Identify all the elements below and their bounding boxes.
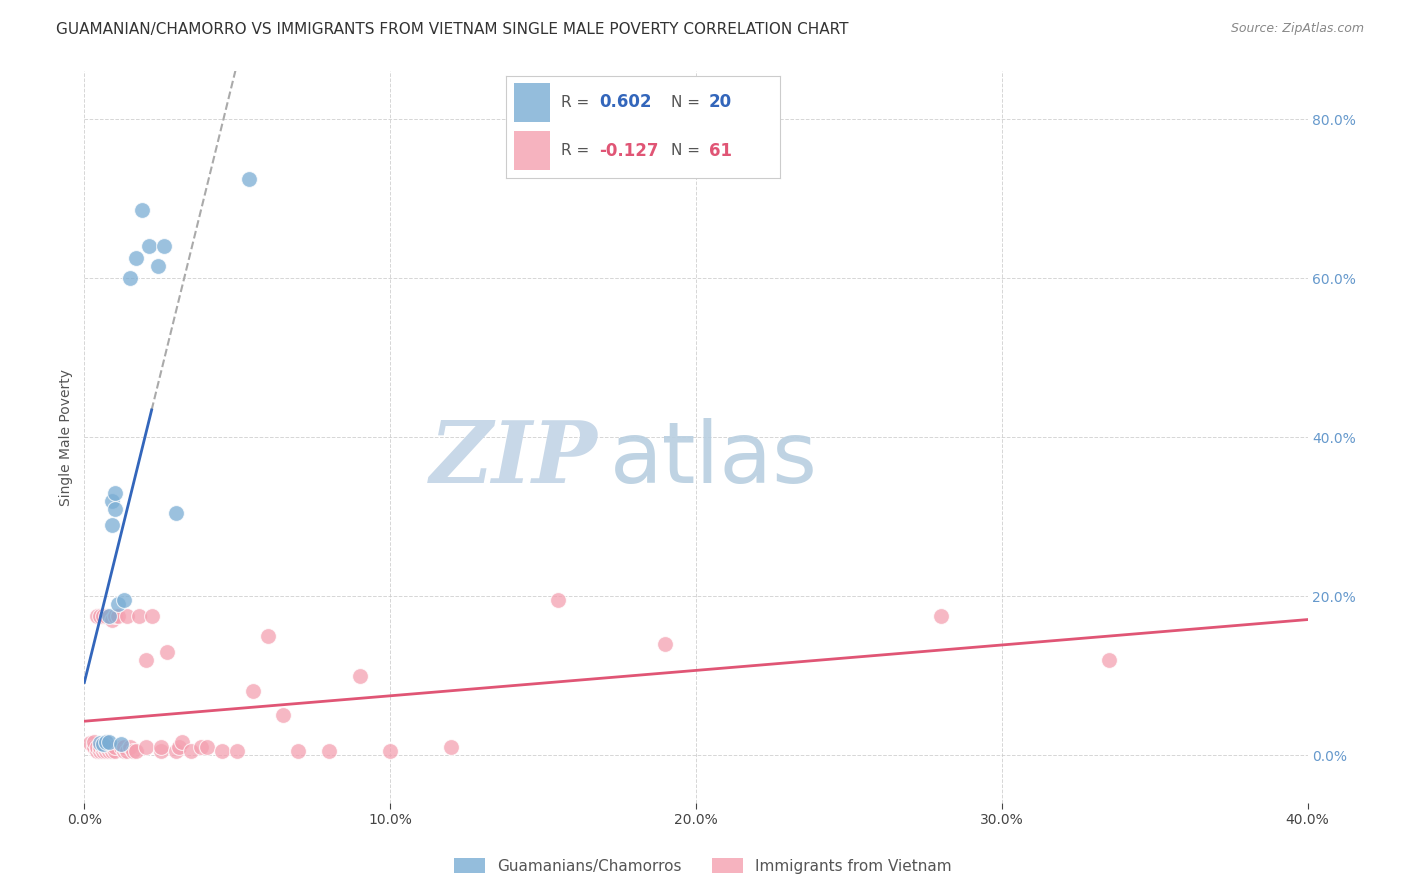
- Point: [86, 609, 108, 624]
- Point: [547, 593, 569, 607]
- Text: R =: R =: [561, 95, 595, 110]
- Point: [97, 609, 120, 624]
- Point: [91, 736, 114, 750]
- Point: [165, 744, 187, 758]
- Point: [89, 740, 111, 755]
- Point: [107, 597, 129, 611]
- Text: -0.127: -0.127: [599, 142, 659, 160]
- Point: [86, 740, 108, 755]
- Legend: Guamanians/Chamorros, Immigrants from Vietnam: Guamanians/Chamorros, Immigrants from Vi…: [449, 852, 957, 880]
- Point: [149, 740, 172, 755]
- Point: [125, 251, 148, 265]
- Text: 61: 61: [709, 142, 733, 160]
- Point: [135, 653, 157, 667]
- Point: [153, 239, 176, 253]
- Point: [128, 609, 150, 624]
- Point: [380, 744, 402, 758]
- Text: atlas: atlas: [610, 417, 818, 500]
- Point: [83, 735, 105, 749]
- Point: [165, 506, 187, 520]
- Point: [101, 744, 124, 758]
- Point: [135, 740, 157, 755]
- Bar: [515, 83, 550, 122]
- Point: [91, 744, 114, 758]
- Point: [89, 744, 111, 758]
- Point: [146, 259, 169, 273]
- Point: [91, 740, 114, 755]
- Point: [91, 737, 114, 751]
- Point: [242, 684, 264, 698]
- Point: [101, 613, 124, 627]
- Point: [91, 609, 114, 624]
- Point: [120, 740, 142, 755]
- Bar: [515, 131, 550, 170]
- Point: [101, 740, 124, 755]
- Point: [149, 744, 172, 758]
- Point: [349, 668, 371, 682]
- Point: [110, 740, 132, 755]
- Point: [167, 740, 190, 755]
- Point: [101, 493, 124, 508]
- Point: [89, 736, 111, 750]
- Text: Source: ZipAtlas.com: Source: ZipAtlas.com: [1230, 22, 1364, 36]
- Point: [107, 609, 129, 624]
- Point: [104, 609, 127, 624]
- Point: [89, 609, 111, 624]
- Point: [94, 744, 117, 758]
- Point: [180, 744, 202, 758]
- Point: [112, 744, 135, 758]
- Point: [271, 708, 294, 723]
- Point: [156, 645, 179, 659]
- Point: [318, 744, 340, 758]
- Text: 20: 20: [709, 94, 733, 112]
- Text: N =: N =: [671, 95, 704, 110]
- Point: [141, 609, 163, 624]
- Point: [654, 637, 676, 651]
- Text: GUAMANIAN/CHAMORRO VS IMMIGRANTS FROM VIETNAM SINGLE MALE POVERTY CORRELATION CH: GUAMANIAN/CHAMORRO VS IMMIGRANTS FROM VI…: [56, 22, 849, 37]
- Point: [115, 609, 138, 624]
- Point: [104, 744, 127, 758]
- Point: [120, 271, 142, 285]
- Point: [104, 740, 127, 755]
- Point: [101, 517, 124, 532]
- Point: [138, 239, 160, 253]
- Point: [94, 609, 117, 624]
- Point: [97, 744, 120, 758]
- Point: [287, 744, 309, 758]
- Point: [190, 740, 212, 755]
- Point: [440, 740, 463, 755]
- Point: [112, 593, 135, 607]
- Text: ZIP: ZIP: [430, 417, 598, 500]
- Point: [131, 203, 153, 218]
- Point: [195, 740, 218, 755]
- Point: [257, 629, 280, 643]
- Point: [94, 735, 117, 749]
- Point: [83, 740, 105, 755]
- Text: N =: N =: [671, 144, 704, 158]
- Y-axis label: Single Male Poverty: Single Male Poverty: [59, 368, 73, 506]
- Text: 0.602: 0.602: [599, 94, 652, 112]
- Point: [94, 735, 117, 749]
- Point: [238, 171, 260, 186]
- Point: [172, 735, 194, 749]
- Point: [104, 485, 127, 500]
- Point: [125, 744, 148, 758]
- Point: [226, 744, 249, 758]
- Point: [211, 744, 233, 758]
- Point: [122, 744, 145, 758]
- Point: [115, 744, 138, 758]
- Point: [97, 735, 120, 749]
- Point: [112, 740, 135, 755]
- Point: [79, 736, 101, 750]
- Point: [86, 744, 108, 758]
- Point: [1098, 653, 1121, 667]
- Text: R =: R =: [561, 144, 595, 158]
- Point: [94, 740, 117, 755]
- Point: [104, 501, 127, 516]
- Point: [97, 740, 120, 755]
- Point: [110, 737, 132, 751]
- Point: [929, 609, 952, 624]
